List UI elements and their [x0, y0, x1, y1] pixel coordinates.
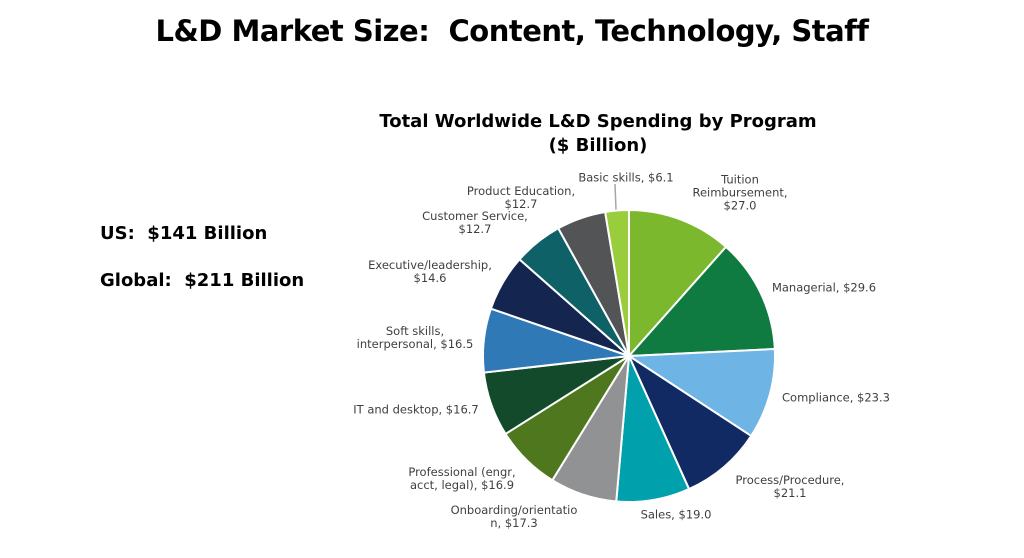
slice-label-soft-skills: Soft skills, interpersonal, $16.5	[356, 324, 474, 351]
chart-title: Total Worldwide L&D Spending by Program …	[379, 110, 816, 158]
slice-label-it-desktop: IT and desktop, $16.7	[353, 402, 479, 417]
slice-label-tuition-reimbursement: Tuition Reimbursement, $27.0	[692, 172, 788, 213]
slice-label-process-procedure: Process/Procedure, $21.1	[735, 473, 845, 500]
pie-slice-compliance	[628, 348, 776, 437]
slice-label-product-education: Product Education, $12.7	[466, 184, 576, 211]
basic-skills-leader-line	[614, 183, 617, 211]
global-total-label: Global: $211 Billion	[100, 270, 305, 291]
page-title: L&D Market Size: Content, Technology, St…	[155, 14, 869, 48]
slice-label-onboarding-orientation: Onboarding/orientatio n, $17.3	[450, 503, 578, 530]
pie-slice-process-procedure	[628, 355, 753, 491]
slice-label-executive-leadership: Executive/leadership, $14.6	[368, 258, 492, 285]
us-total-label: US: $141 Billion	[100, 223, 268, 244]
pie-slice-tuition-reimbursement	[628, 209, 727, 357]
pie-slice-managerial	[628, 245, 776, 357]
slice-label-professional: Professional (engr, acct, legal), $16.9	[408, 465, 516, 492]
slice-label-compliance: Compliance, $23.3	[782, 390, 890, 405]
slice-label-basic-skills: Basic skills, $6.1	[578, 170, 674, 185]
slice-label-sales: Sales, $19.0	[640, 507, 712, 522]
pie-slice-basic-skills	[604, 208, 630, 357]
chart-title-line2: ($ Billion)	[548, 135, 648, 156]
slice-label-managerial: Managerial, $29.6	[771, 280, 877, 295]
slice-label-customer-service: Customer Service, $12.7	[422, 209, 528, 236]
chart-title-line1: Total Worldwide L&D Spending by Program	[379, 111, 817, 132]
